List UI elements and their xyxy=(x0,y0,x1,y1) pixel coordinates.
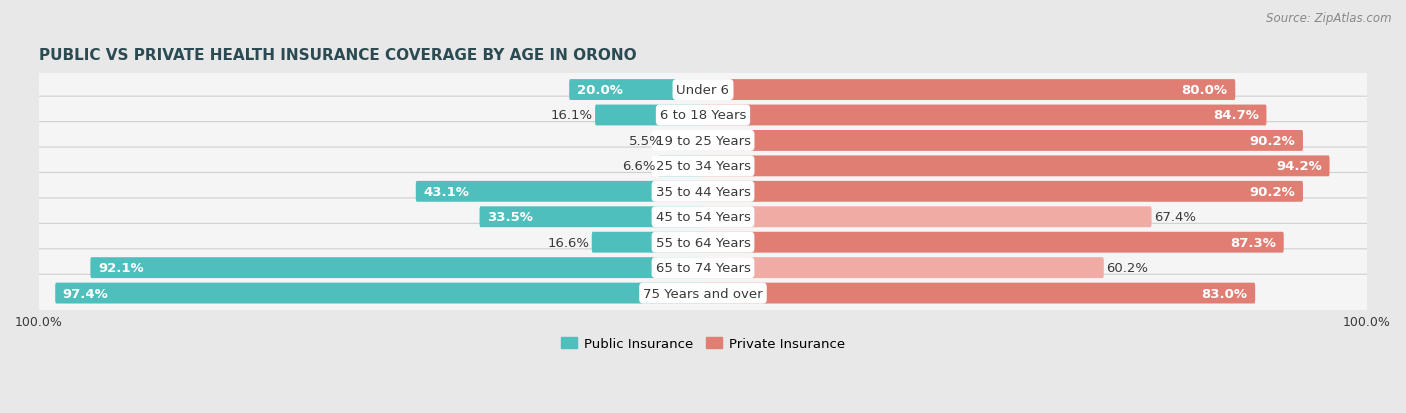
Text: 43.1%: 43.1% xyxy=(423,185,470,198)
FancyBboxPatch shape xyxy=(702,181,1303,202)
Text: 6.6%: 6.6% xyxy=(623,160,655,173)
Legend: Public Insurance, Private Insurance: Public Insurance, Private Insurance xyxy=(555,332,851,355)
Text: Under 6: Under 6 xyxy=(676,84,730,97)
Text: PUBLIC VS PRIVATE HEALTH INSURANCE COVERAGE BY AGE IN ORONO: PUBLIC VS PRIVATE HEALTH INSURANCE COVER… xyxy=(39,48,637,63)
Text: 80.0%: 80.0% xyxy=(1181,84,1227,97)
FancyBboxPatch shape xyxy=(702,105,1267,126)
Text: 83.0%: 83.0% xyxy=(1202,287,1247,300)
Text: 75 Years and over: 75 Years and over xyxy=(643,287,763,300)
Text: 33.5%: 33.5% xyxy=(488,211,533,224)
FancyBboxPatch shape xyxy=(37,199,1369,236)
Text: 67.4%: 67.4% xyxy=(1154,211,1197,224)
Text: 92.1%: 92.1% xyxy=(98,261,143,275)
FancyBboxPatch shape xyxy=(37,148,1369,185)
FancyBboxPatch shape xyxy=(665,131,704,152)
Text: 94.2%: 94.2% xyxy=(1277,160,1322,173)
FancyBboxPatch shape xyxy=(592,232,704,253)
FancyBboxPatch shape xyxy=(55,283,704,304)
FancyBboxPatch shape xyxy=(37,97,1369,135)
Text: 20.0%: 20.0% xyxy=(576,84,623,97)
FancyBboxPatch shape xyxy=(595,105,704,126)
Text: 16.6%: 16.6% xyxy=(547,236,589,249)
FancyBboxPatch shape xyxy=(37,275,1369,312)
FancyBboxPatch shape xyxy=(702,207,1152,228)
FancyBboxPatch shape xyxy=(702,80,1236,101)
FancyBboxPatch shape xyxy=(702,258,1104,278)
Text: 45 to 54 Years: 45 to 54 Years xyxy=(655,211,751,224)
FancyBboxPatch shape xyxy=(37,224,1369,261)
Text: 25 to 34 Years: 25 to 34 Years xyxy=(655,160,751,173)
Text: 90.2%: 90.2% xyxy=(1250,135,1295,147)
Text: 90.2%: 90.2% xyxy=(1250,185,1295,198)
FancyBboxPatch shape xyxy=(37,71,1369,109)
Text: 65 to 74 Years: 65 to 74 Years xyxy=(655,261,751,275)
FancyBboxPatch shape xyxy=(702,156,1330,177)
FancyBboxPatch shape xyxy=(702,283,1256,304)
FancyBboxPatch shape xyxy=(37,249,1369,287)
Text: 60.2%: 60.2% xyxy=(1107,261,1149,275)
Text: 84.7%: 84.7% xyxy=(1213,109,1258,122)
FancyBboxPatch shape xyxy=(702,131,1303,152)
FancyBboxPatch shape xyxy=(37,173,1369,211)
Text: Source: ZipAtlas.com: Source: ZipAtlas.com xyxy=(1267,12,1392,25)
Text: 55 to 64 Years: 55 to 64 Years xyxy=(655,236,751,249)
FancyBboxPatch shape xyxy=(416,181,704,202)
Text: 6 to 18 Years: 6 to 18 Years xyxy=(659,109,747,122)
Text: 87.3%: 87.3% xyxy=(1230,236,1277,249)
FancyBboxPatch shape xyxy=(90,258,704,278)
Text: 35 to 44 Years: 35 to 44 Years xyxy=(655,185,751,198)
Text: 16.1%: 16.1% xyxy=(551,109,593,122)
Text: 19 to 25 Years: 19 to 25 Years xyxy=(655,135,751,147)
FancyBboxPatch shape xyxy=(569,80,704,101)
FancyBboxPatch shape xyxy=(702,232,1284,253)
FancyBboxPatch shape xyxy=(479,207,704,228)
FancyBboxPatch shape xyxy=(658,156,704,177)
FancyBboxPatch shape xyxy=(37,122,1369,160)
Text: 97.4%: 97.4% xyxy=(63,287,108,300)
Text: 5.5%: 5.5% xyxy=(630,135,664,147)
